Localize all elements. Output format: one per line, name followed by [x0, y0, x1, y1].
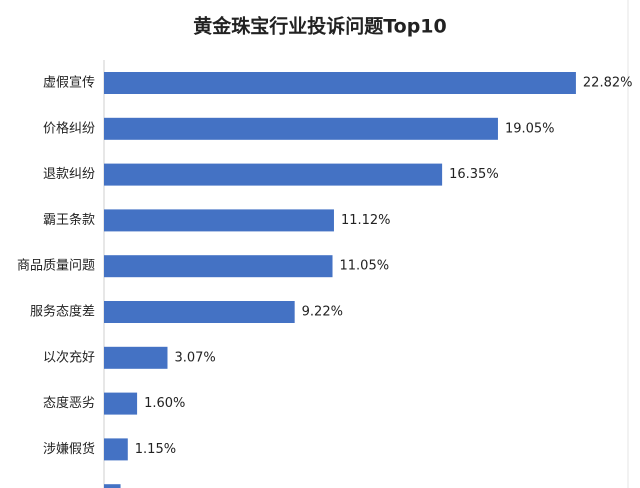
value-label: 9.22% — [302, 305, 343, 320]
bar — [104, 72, 576, 94]
bar — [104, 117, 498, 140]
category-label: 以次充好 — [43, 349, 95, 365]
bar — [104, 301, 295, 323]
category-label: 霸王条款 — [43, 212, 95, 228]
category-label: 虚假宣传 — [43, 75, 95, 91]
value-label: 1.60% — [144, 396, 185, 411]
category-label: 态度恶劣 — [43, 395, 95, 411]
bar — [104, 209, 334, 232]
value-label: 22.82% — [583, 76, 633, 91]
value-label: 1.15% — [135, 442, 176, 457]
value-label: 11.12% — [341, 213, 391, 228]
category-label: 商品质量问题 — [17, 259, 95, 274]
chart-title: 黄金珠宝行业投诉问题Top10 — [193, 15, 447, 38]
category-label: 服务态度差 — [30, 304, 95, 320]
category-label: 价格纠纷 — [43, 120, 95, 136]
bar — [104, 484, 121, 488]
bar — [104, 255, 333, 278]
value-label: 16.35% — [449, 167, 499, 182]
value-label: 11.05% — [340, 259, 390, 274]
bar — [104, 346, 168, 369]
value-label: 19.05% — [505, 121, 555, 136]
value-label: 3.07% — [174, 350, 215, 365]
category-label: 退款纠纷 — [43, 167, 95, 182]
category-label: 涉嫌假货 — [43, 441, 95, 457]
bar — [104, 438, 128, 461]
bar — [104, 392, 138, 415]
bar — [104, 163, 443, 186]
